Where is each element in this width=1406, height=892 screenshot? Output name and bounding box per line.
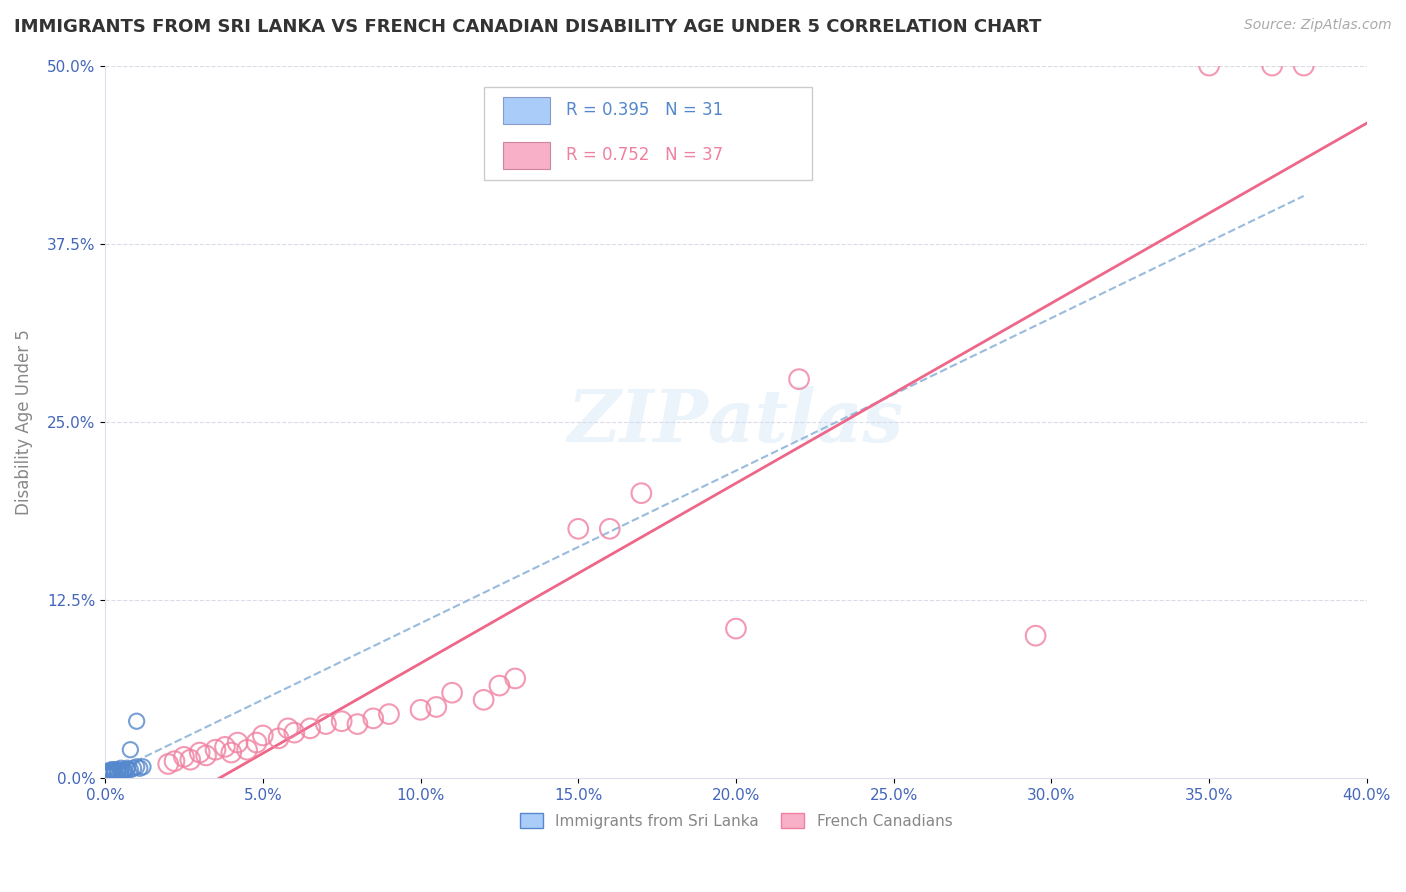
- Point: [128, 761, 150, 775]
- Point: [107, 763, 129, 777]
- Point: [204, 742, 226, 756]
- Point: [97, 765, 120, 780]
- Point: [110, 764, 132, 778]
- Point: [195, 748, 218, 763]
- Point: [724, 622, 747, 636]
- Point: [100, 764, 122, 778]
- Text: R = 0.395   N = 31: R = 0.395 N = 31: [565, 102, 723, 120]
- Point: [1198, 59, 1220, 73]
- Point: [503, 672, 526, 686]
- Point: [226, 736, 249, 750]
- Point: [315, 717, 337, 731]
- Point: [1261, 59, 1284, 73]
- FancyBboxPatch shape: [484, 87, 811, 179]
- Point: [378, 707, 401, 722]
- Point: [100, 765, 122, 780]
- Point: [488, 679, 510, 693]
- Point: [409, 703, 432, 717]
- Point: [115, 761, 138, 775]
- Point: [236, 742, 259, 756]
- Point: [425, 700, 447, 714]
- Point: [103, 764, 125, 778]
- Point: [97, 767, 120, 781]
- Point: [173, 749, 195, 764]
- Point: [361, 711, 384, 725]
- Point: [787, 372, 810, 386]
- Point: [441, 686, 464, 700]
- Point: [252, 729, 274, 743]
- Point: [103, 767, 125, 781]
- Point: [125, 714, 148, 729]
- Point: [346, 717, 368, 731]
- Point: [103, 763, 125, 777]
- Point: [330, 714, 353, 729]
- Point: [97, 767, 120, 781]
- Point: [1292, 59, 1315, 73]
- Point: [100, 763, 122, 777]
- Point: [122, 761, 145, 775]
- Point: [630, 486, 652, 500]
- Point: [112, 764, 135, 778]
- Point: [97, 768, 120, 782]
- Point: [107, 764, 129, 778]
- Y-axis label: Disability Age Under 5: Disability Age Under 5: [15, 329, 32, 515]
- Point: [214, 739, 236, 754]
- Point: [567, 522, 589, 536]
- Text: ZIP​atlas: ZIP​atlas: [568, 386, 904, 458]
- Text: Source: ZipAtlas.com: Source: ZipAtlas.com: [1244, 18, 1392, 32]
- Bar: [502, 97, 551, 124]
- Point: [110, 761, 132, 775]
- Point: [599, 522, 621, 536]
- Point: [277, 722, 299, 736]
- Point: [267, 731, 290, 746]
- Text: IMMIGRANTS FROM SRI LANKA VS FRENCH CANADIAN DISABILITY AGE UNDER 5 CORRELATION : IMMIGRANTS FROM SRI LANKA VS FRENCH CANA…: [14, 18, 1042, 36]
- Point: [245, 736, 267, 750]
- Point: [1025, 629, 1047, 643]
- Point: [179, 753, 201, 767]
- Point: [283, 725, 305, 739]
- Point: [107, 765, 129, 780]
- Point: [219, 746, 242, 760]
- Point: [115, 763, 138, 777]
- Point: [157, 756, 180, 771]
- Point: [132, 760, 155, 774]
- Legend: Immigrants from Sri Lanka, French Canadians: Immigrants from Sri Lanka, French Canadi…: [513, 806, 959, 835]
- Point: [110, 765, 132, 780]
- Point: [97, 764, 120, 778]
- Bar: [502, 142, 551, 169]
- Point: [96, 768, 118, 782]
- Point: [125, 760, 148, 774]
- Point: [120, 742, 142, 756]
- Point: [472, 693, 495, 707]
- Point: [112, 763, 135, 777]
- Point: [188, 746, 211, 760]
- Point: [120, 763, 142, 777]
- Text: R = 0.752   N = 37: R = 0.752 N = 37: [565, 146, 723, 164]
- Point: [103, 765, 125, 780]
- Point: [299, 722, 322, 736]
- Point: [163, 754, 186, 768]
- Point: [100, 767, 122, 781]
